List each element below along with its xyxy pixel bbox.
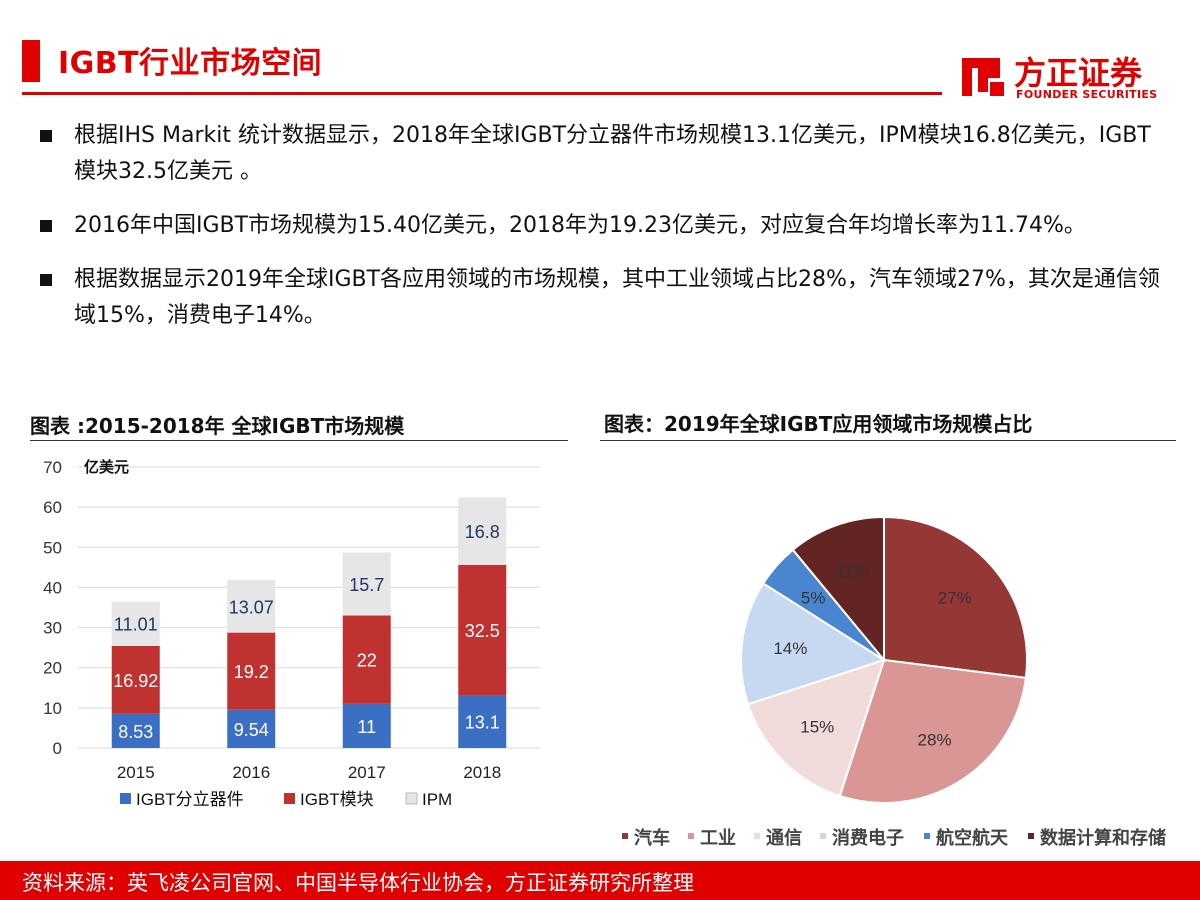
bar-segment-module <box>227 632 276 710</box>
x-tick-label: 2018 <box>463 763 501 782</box>
legend-swatch <box>924 833 930 839</box>
bar-segment-module <box>111 645 160 714</box>
legend-label: IGBT分立器件 <box>136 790 244 809</box>
y-tick-label: 70 <box>43 458 62 477</box>
pie-data-label: 15% <box>800 718 834 737</box>
logo-text-en: FOUNDER SECURITIES <box>1016 88 1158 101</box>
legend-swatch <box>622 833 628 839</box>
y-tick-label: 30 <box>43 619 62 638</box>
bar-segment-module <box>458 564 507 696</box>
pie-data-label: 5% <box>801 589 826 608</box>
pie-data-label: 27% <box>938 589 972 608</box>
legend-swatch <box>820 833 826 839</box>
page-title: IGBT行业市场空间 <box>58 46 323 81</box>
bar-segment-discrete <box>227 709 276 748</box>
bullet-text: 根据数据显示2019年全球IGBT各应用领域的市场规模，其中工业领域占比28%，… <box>74 267 1160 328</box>
x-tick-label: 2015 <box>117 763 155 782</box>
bar-segment-discrete <box>111 713 160 748</box>
bar-data-label: 16.92 <box>113 671 158 691</box>
y-tick-label: 0 <box>53 739 62 758</box>
y-tick-label: 10 <box>43 699 62 718</box>
bullet-text: 2016年中国IGBT市场规模为15.40亿美元，2018年为19.23亿美元，… <box>74 213 1086 238</box>
legend-label: 工业 <box>700 828 736 848</box>
bar-data-label: 13.1 <box>465 713 500 733</box>
bullet-item: 2016年中国IGBT市场规模为15.40亿美元，2018年为19.23亿美元，… <box>36 208 1166 244</box>
founder-securities-logo: 方正证券 FOUNDER SECURITIES <box>958 50 1158 101</box>
pie-data-label: 14% <box>773 639 807 658</box>
bar-data-label: 8.53 <box>118 722 153 742</box>
y-tick-label: 20 <box>43 659 62 678</box>
y-tick-label: 40 <box>43 578 62 597</box>
bar-data-label: 11 <box>357 717 376 737</box>
legend-swatch <box>405 792 418 805</box>
legend-label: IGBT模块 <box>300 790 374 809</box>
y-axis-unit: 亿美元 <box>84 458 129 476</box>
pie-chart: 27% 28% 15% 14% 5% 11% 汽车 工业 通信 消费电子 航空航天 数据计算和存储 <box>622 515 1166 848</box>
y-tick-label: 60 <box>43 498 62 517</box>
legend-swatch <box>754 833 760 839</box>
bar-segment-module <box>342 615 391 704</box>
bullet-list: 根据IHS Markit 统计数据显示，2018年全球IGBT分立器件市场规模1… <box>36 118 1166 352</box>
legend-label: 消费电子 <box>832 827 904 848</box>
bar-data-label: 32.5 <box>465 621 500 641</box>
bar-segment-ipm <box>342 552 391 616</box>
right-chart-title: 图表：2019年全球IGBT应用领域市场规模占比 <box>604 412 1033 436</box>
bullet-square-icon <box>40 220 52 232</box>
pie-slice <box>883 515 1028 680</box>
left-chart-title-divider <box>30 440 568 441</box>
bullet-square-icon <box>40 274 52 286</box>
bar-segment-discrete <box>458 695 507 748</box>
x-tick-label: 2017 <box>348 763 386 782</box>
stacked-bar-chart: 0 10 20 30 40 50 60 70 亿美元 8.53 16.92 11.01 2015 9.54… <box>43 458 540 809</box>
bar-data-label: 15.7 <box>349 575 384 595</box>
bar-segment-ipm <box>227 580 276 633</box>
legend-swatch <box>120 793 131 804</box>
pie-data-label: 11% <box>836 562 869 581</box>
bar-segment-discrete <box>342 703 391 748</box>
logo-mark-icon <box>962 58 1004 96</box>
pie-slice <box>740 581 887 706</box>
pie-data-label: 28% <box>918 731 952 750</box>
legend-swatch <box>284 793 295 804</box>
legend-label: 汽车 <box>634 827 670 848</box>
pie-slice <box>838 658 1027 804</box>
bullet-text: 根据IHS Markit 统计数据显示，2018年全球IGBT分立器件市场规模1… <box>74 123 1151 184</box>
bar-data-label: 16.8 <box>465 522 500 542</box>
x-tick-label: 2016 <box>232 763 270 782</box>
legend-swatch <box>688 833 694 839</box>
title-accent-bar <box>22 40 40 82</box>
y-tick-label: 50 <box>43 538 62 557</box>
bullet-item: 根据数据显示2019年全球IGBT各应用领域的市场规模，其中工业领域占比28%，… <box>36 262 1166 334</box>
footer-source: 资料来源：英飞凌公司官网、中国半导体行业协会，方正证券研究所整理 <box>22 871 694 895</box>
legend-swatch <box>1028 833 1034 839</box>
bar-data-label: 19.2 <box>234 662 269 682</box>
bar-data-label: 22 <box>357 651 377 671</box>
legend-label: 航空航天 <box>936 827 1009 848</box>
bar-data-label: 9.54 <box>234 720 269 740</box>
pie-slice <box>791 515 885 663</box>
bar-data-label: 13.07 <box>229 597 274 617</box>
bullet-item: 根据IHS Markit 统计数据显示，2018年全球IGBT分立器件市场规模1… <box>36 118 1166 190</box>
title-divider <box>22 92 942 95</box>
bar-data-label: 11.01 <box>114 615 158 635</box>
bullet-square-icon <box>40 130 52 142</box>
legend-label: 数据计算和存储 <box>1040 827 1166 848</box>
footer-bar: 资料来源：英飞凌公司官网、中国半导体行业协会，方正证券研究所整理 <box>0 861 1200 900</box>
logo-text-cn: 方正证券 <box>1014 54 1143 92</box>
right-chart-title-divider <box>600 440 1176 441</box>
bar-segment-ipm <box>458 497 507 565</box>
bar-segment-ipm <box>111 601 160 646</box>
legend-label: 通信 <box>766 827 802 848</box>
left-chart-title: 图表 :2015-2018年 全球IGBT市场规模 <box>30 414 405 438</box>
legend-label: IPM <box>422 790 452 809</box>
